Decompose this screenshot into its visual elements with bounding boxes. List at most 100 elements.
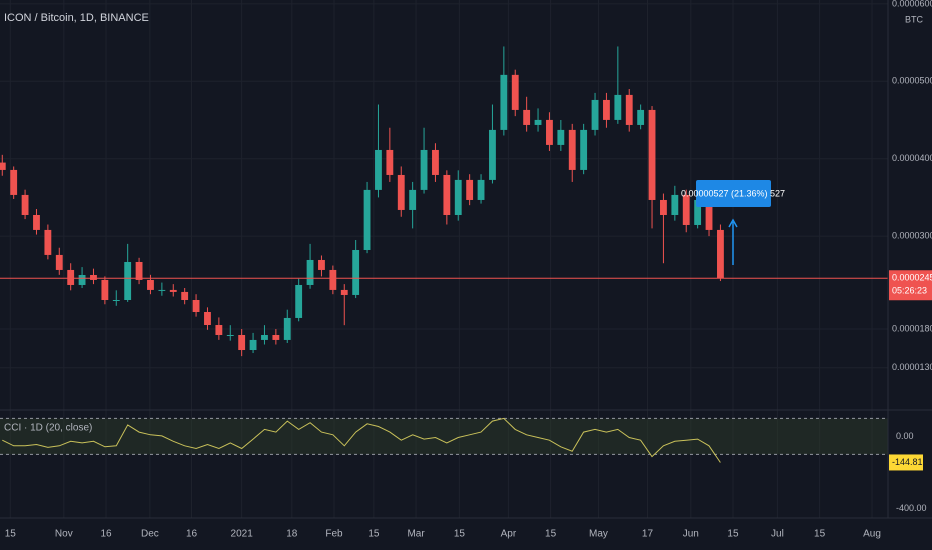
candle-body xyxy=(375,149,382,190)
x-tick-label: 15 xyxy=(545,529,557,540)
candle-body xyxy=(409,189,417,210)
candle-body xyxy=(306,259,314,285)
candle-body xyxy=(660,199,667,215)
candle-body xyxy=(671,194,679,215)
candle-body xyxy=(249,339,257,351)
candle-body xyxy=(363,189,371,250)
y-tick-label: 0.00005000 xyxy=(892,76,932,86)
candle-body xyxy=(55,254,63,270)
x-tick-label: Jun xyxy=(683,529,699,540)
candle-body xyxy=(557,129,565,145)
candle-body xyxy=(420,149,428,190)
x-tick-label: 15 xyxy=(368,529,380,540)
candle-body xyxy=(432,149,439,175)
x-tick-label: 15 xyxy=(814,529,826,540)
candle-body xyxy=(443,174,451,215)
candle-body xyxy=(625,94,633,125)
x-tick-label: 18 xyxy=(286,529,298,540)
candle-body xyxy=(397,174,405,210)
candle-body xyxy=(352,249,360,295)
candle-body xyxy=(648,109,656,200)
candle-body xyxy=(614,94,622,120)
y-tick-label: 0.00003000 xyxy=(892,231,932,241)
y-tick-label: 0.00001300 xyxy=(892,362,932,372)
candle-body xyxy=(169,289,177,292)
candle-body xyxy=(261,334,268,340)
measure-arrow-head xyxy=(728,218,738,228)
indicator-value-box xyxy=(889,454,923,471)
y-tick-label: 0.00004000 xyxy=(892,153,932,163)
x-tick-label: Mar xyxy=(407,529,425,540)
x-tick-label: Feb xyxy=(325,529,343,540)
candle-body xyxy=(101,279,109,300)
grid xyxy=(0,0,888,518)
currency: BTC xyxy=(905,14,924,24)
labels: 0.00001300 0.00001800 0.00003000 0.00004000… xyxy=(5,0,932,540)
candle-body xyxy=(386,149,394,175)
x-tick-label: 16 xyxy=(100,529,112,540)
candle-body xyxy=(78,274,86,285)
candle-body xyxy=(44,229,52,255)
candle-body xyxy=(0,162,6,170)
last-price-box xyxy=(889,270,932,301)
candle-body xyxy=(568,129,576,170)
indicator-tick-label: 0.00 xyxy=(896,431,914,441)
candle-body xyxy=(705,199,713,230)
candle-body xyxy=(238,334,246,351)
candle-body xyxy=(511,74,519,110)
marks xyxy=(0,46,888,463)
candle-body xyxy=(283,317,291,340)
candle-body xyxy=(33,214,40,230)
candle-body xyxy=(489,129,496,180)
candle-body xyxy=(147,279,154,290)
x-tick-label: Jul xyxy=(771,529,784,540)
measure-label: 0.00000527 (21.36%) 527 xyxy=(681,188,785,198)
candle-body xyxy=(124,261,132,300)
indicator-value-label: -144.81 xyxy=(892,457,923,467)
candle-body xyxy=(204,312,211,326)
candle-body xyxy=(158,289,166,291)
candle-body xyxy=(329,269,337,290)
x-tick-label: 16 xyxy=(186,529,198,540)
x-tick-label: Dec xyxy=(141,529,159,540)
candle-body xyxy=(637,109,645,125)
candle-body xyxy=(295,284,303,318)
chart-title: ICON / Bitcoin, 1D, BINANCE xyxy=(4,12,149,24)
candle-body xyxy=(215,325,223,335)
indicator-line xyxy=(2,417,721,463)
candle-body xyxy=(135,261,143,280)
candle-body xyxy=(534,119,542,125)
candle-body xyxy=(591,99,599,130)
candle-body xyxy=(226,334,234,336)
y-tick-label: 0.00001800 xyxy=(892,323,932,333)
candle-body xyxy=(181,291,189,300)
measure-tooltip xyxy=(696,180,771,207)
band-fill xyxy=(0,418,888,455)
candle-body xyxy=(454,179,462,215)
candle-body xyxy=(67,269,75,285)
candle-body xyxy=(500,74,508,130)
candle-body xyxy=(603,99,610,120)
x-tick-label: Apr xyxy=(501,529,517,540)
x-tick-label: Aug xyxy=(863,529,881,540)
candle-body xyxy=(546,119,553,145)
indicator-title: CCI · 1D (20, close) xyxy=(4,423,92,434)
candle-body xyxy=(318,259,325,270)
candle-body xyxy=(580,129,588,170)
candle-body xyxy=(21,194,29,215)
candle-body xyxy=(90,274,97,280)
candle-body xyxy=(10,169,18,195)
candle-body xyxy=(717,229,724,279)
candle-body xyxy=(112,300,120,301)
candle-body xyxy=(477,179,485,200)
indicator-bands xyxy=(0,417,888,455)
candle-body xyxy=(523,109,531,125)
y-tick-label: 0.00006000 xyxy=(892,0,932,8)
candle-body xyxy=(272,334,280,340)
countdown: 05:26:23 xyxy=(892,286,927,296)
x-tick-label: 17 xyxy=(642,529,654,540)
x-tick-label: 15 xyxy=(727,529,739,540)
